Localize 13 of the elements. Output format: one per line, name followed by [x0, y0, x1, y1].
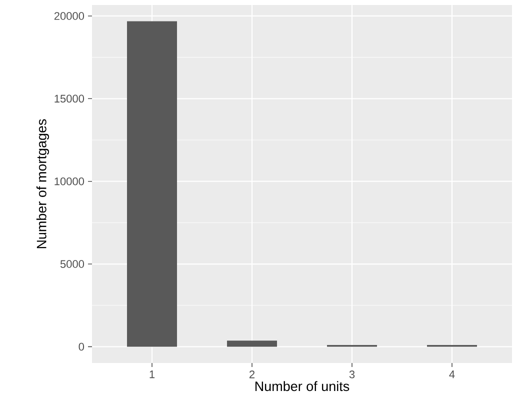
- x-axis-title: Number of units: [255, 381, 350, 392]
- y-axis-title: Number of mortgages: [36, 119, 50, 248]
- y-tick-label: 15000: [54, 94, 84, 103]
- bar: [227, 340, 278, 347]
- x-tick-label: 3: [349, 370, 355, 378]
- bar: [127, 21, 178, 347]
- x-tick-label: 2: [249, 370, 255, 378]
- x-tick-label: 4: [449, 370, 455, 378]
- y-tick-label: 10000: [54, 177, 84, 186]
- y-tick-label: 5000: [60, 260, 84, 268]
- y-tick-label: 0: [78, 342, 84, 351]
- y-tick-label: 20000: [54, 12, 84, 20]
- x-tick-label: 1: [150, 370, 155, 378]
